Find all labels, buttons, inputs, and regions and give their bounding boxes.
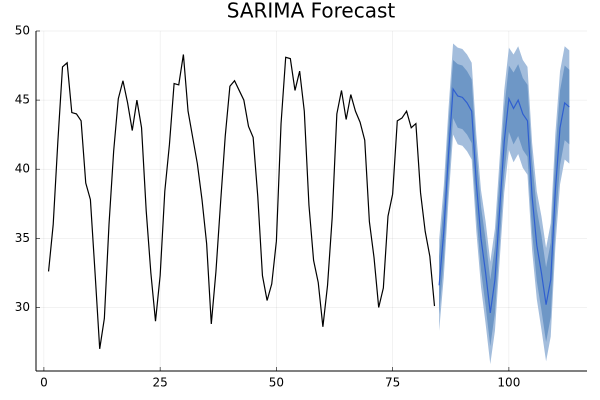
y-tick-label: 45: [15, 93, 30, 107]
x-tick-label: 50: [269, 376, 284, 390]
x-tick-label: 75: [385, 376, 400, 390]
series-line: [47, 54, 436, 349]
y-tick-label: 50: [15, 24, 30, 38]
y-tick-label: 35: [15, 231, 30, 245]
x-tick-label: 25: [153, 376, 168, 390]
chart-title: SARIMA Forecast: [227, 0, 396, 23]
y-tick-label: 40: [15, 162, 30, 176]
x-tick-label: 100: [497, 376, 520, 390]
confidence-band: [439, 60, 570, 347]
y-tick-label: 30: [15, 300, 30, 314]
x-tick-label: 0: [40, 376, 48, 390]
series-line: [438, 87, 570, 314]
